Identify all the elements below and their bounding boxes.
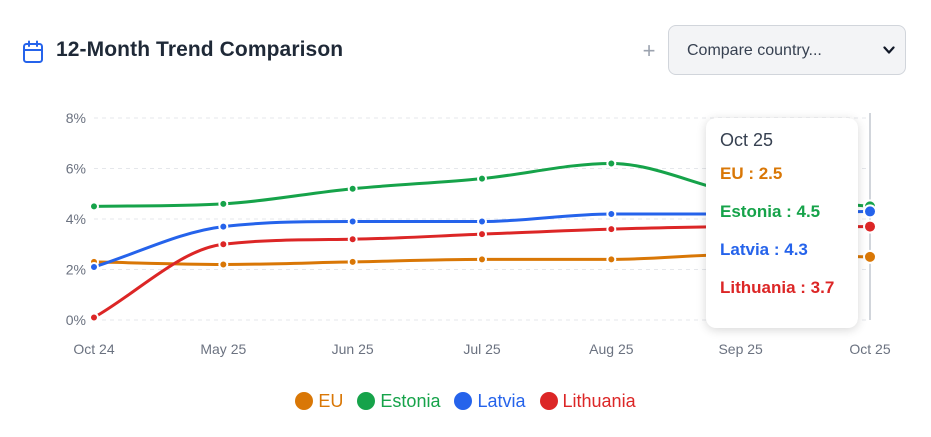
tooltip-row-eu: EU : 2.5: [720, 164, 783, 183]
legend-marker-icon: [539, 392, 558, 410]
data-point-lithuania[interactable]: [89, 312, 99, 323]
data-point-latvia[interactable]: [347, 216, 358, 227]
data-point-lithuania[interactable]: [347, 234, 358, 245]
data-point-lithuania[interactable]: [477, 229, 487, 240]
data-point-latvia[interactable]: [477, 216, 487, 227]
data-point-eu[interactable]: [218, 259, 229, 270]
data-point-eu[interactable]: [606, 254, 617, 265]
legend-label: EU: [318, 390, 344, 411]
legend-label: Latvia: [477, 390, 526, 411]
x-tick-label: Jul 25: [463, 341, 501, 357]
data-point-lithuania[interactable]: [606, 224, 617, 235]
data-point-lithuania[interactable]: [218, 239, 229, 250]
chart-legend: EU Estonia Latvia Lithuania: [0, 387, 931, 415]
plus-icon: +: [642, 38, 656, 63]
compare-country-value: Compare country...: [687, 42, 822, 59]
x-axis: Oct 24 May 25 Jun 25 Jul 25 Aug 25 Sep 25 Oct …: [73, 341, 890, 357]
data-point-eu[interactable]: [863, 249, 877, 264]
legend-item-latvia[interactable]: Latvia: [454, 390, 526, 412]
data-point-estonia[interactable]: [89, 201, 99, 212]
tooltip-title: Oct 25: [720, 130, 774, 150]
x-tick-label: Oct 24: [73, 341, 114, 357]
y-tick-label: 6%: [66, 161, 86, 177]
legend-item-eu[interactable]: EU: [295, 391, 343, 412]
data-point-latvia[interactable]: [606, 208, 617, 219]
data-point-lithuania[interactable]: [863, 219, 877, 234]
data-point-eu[interactable]: [477, 254, 487, 265]
data-point-latvia[interactable]: [218, 221, 229, 232]
x-tick-label: Oct 25: [849, 341, 890, 357]
legend-marker-icon: [357, 392, 376, 410]
y-tick-label: 0%: [66, 312, 86, 328]
data-points: [89, 158, 877, 323]
y-axis: 0% 2% 4% 6% 8%: [66, 110, 86, 328]
tooltip-row-estonia: Estonia : 4.5: [720, 202, 821, 221]
x-tick-label: Jun 25: [332, 341, 374, 357]
grid-lines: [94, 117, 870, 321]
data-point-latvia[interactable]: [863, 204, 877, 219]
data-point-estonia[interactable]: [218, 198, 229, 209]
x-tick-label: May 25: [200, 341, 246, 357]
chart-tooltip: Oct 25 EU : 2.5 Estonia : 4.5 Latvia : 4…: [706, 118, 858, 328]
y-tick-label: 8%: [66, 110, 86, 126]
page-title: 12-Month Trend Comparison: [56, 38, 344, 61]
legend-item-estonia[interactable]: Estonia: [357, 391, 440, 412]
compare-country-select[interactable]: Compare country...: [668, 25, 906, 75]
calendar-icon: [23, 40, 43, 63]
chevron-down-icon: [883, 46, 895, 54]
chart-header: 12-Month Trend Comparison + Compare coun…: [0, 0, 931, 100]
x-tick-label: Sep 25: [718, 341, 763, 357]
legend-label: Lithuania: [562, 390, 636, 411]
y-tick-label: 2%: [66, 262, 86, 278]
tooltip-row-latvia: Latvia : 4.3: [720, 240, 808, 259]
y-tick-label: 4%: [66, 211, 86, 227]
data-point-estonia[interactable]: [347, 183, 358, 194]
data-point-estonia[interactable]: [477, 173, 487, 184]
add-country-button[interactable]: +: [638, 38, 660, 64]
tooltip-row-lithuania: Lithuania : 3.7: [720, 278, 835, 297]
legend-item-lithuania[interactable]: Lithuania: [539, 390, 636, 412]
legend-marker-icon: [295, 392, 314, 410]
legend-label: Estonia: [380, 390, 441, 411]
data-point-eu[interactable]: [347, 256, 358, 267]
x-tick-label: Aug 25: [589, 341, 634, 357]
legend-marker-icon: [454, 392, 473, 410]
data-point-estonia[interactable]: [606, 158, 617, 169]
data-point-latvia[interactable]: [89, 261, 99, 272]
